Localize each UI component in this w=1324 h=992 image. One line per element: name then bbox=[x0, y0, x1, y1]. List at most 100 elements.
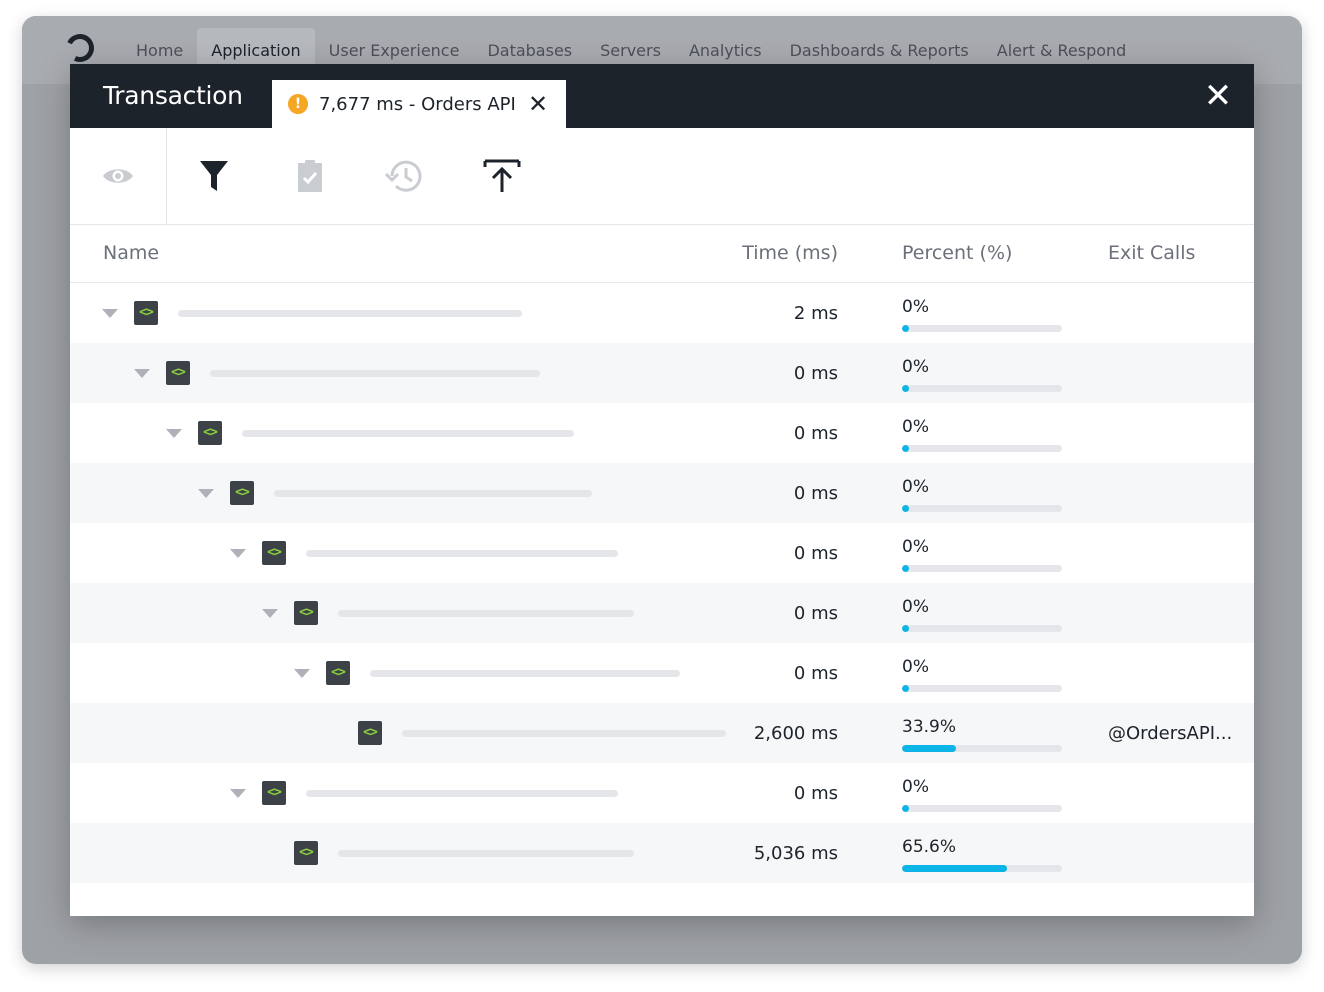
time-value: 0 ms bbox=[793, 663, 838, 684]
toolbar bbox=[70, 128, 1254, 225]
code-icon: <> bbox=[166, 361, 190, 385]
table-header: Name Time (ms) Percent (%) Exit Calls bbox=[70, 225, 1254, 283]
toolbar-divider bbox=[166, 128, 167, 224]
eye-icon[interactable] bbox=[98, 156, 138, 196]
time-value: 0 ms bbox=[793, 423, 838, 444]
name-placeholder-bar bbox=[338, 850, 634, 857]
code-icon: <> bbox=[326, 661, 350, 685]
name-placeholder-bar bbox=[242, 430, 574, 437]
percent-bar bbox=[902, 325, 1062, 332]
percent-bar bbox=[902, 625, 1062, 632]
nav-item-alert-respond[interactable]: Alert & Respond bbox=[996, 41, 1127, 60]
code-icon: <> bbox=[262, 541, 286, 565]
code-icon: <> bbox=[294, 601, 318, 625]
tab-label: 7,677 ms - Orders API bbox=[319, 93, 516, 115]
code-icon: <> bbox=[198, 421, 222, 445]
percent-bar bbox=[902, 505, 1062, 512]
expand-caret-icon[interactable] bbox=[134, 369, 150, 378]
percent-value: 0% bbox=[902, 537, 929, 557]
table-row[interactable]: <> 0 ms 0% bbox=[70, 463, 1254, 523]
percent-bar bbox=[902, 685, 1062, 692]
name-placeholder-bar bbox=[338, 610, 634, 617]
name-placeholder-bar bbox=[210, 370, 540, 377]
name-placeholder-bar bbox=[370, 670, 680, 677]
percent-value: 65.6% bbox=[902, 837, 957, 857]
expand-caret-icon[interactable] bbox=[102, 309, 118, 318]
percent-value: 0% bbox=[902, 477, 929, 497]
percent-bar-fill bbox=[902, 805, 909, 812]
expand-caret-icon[interactable] bbox=[294, 669, 310, 678]
expand-caret-icon[interactable] bbox=[230, 789, 246, 798]
name-placeholder-bar bbox=[402, 730, 726, 737]
percent-value: 0% bbox=[902, 297, 929, 317]
percent-bar bbox=[902, 805, 1062, 812]
history-icon[interactable] bbox=[384, 156, 424, 196]
time-value: 2 ms bbox=[793, 303, 838, 324]
expand-caret-icon[interactable] bbox=[262, 609, 278, 618]
code-icon: <> bbox=[230, 481, 254, 505]
table-row[interactable]: <> 2 ms 0% bbox=[70, 283, 1254, 343]
code-icon: <> bbox=[294, 841, 318, 865]
percent-bar-fill bbox=[902, 445, 909, 452]
name-placeholder-bar bbox=[178, 310, 522, 317]
modal-header: Transaction ! 7,677 ms - Orders API ✕ ✕ bbox=[70, 64, 1254, 128]
table-row[interactable]: <> 5,036 ms 65.6% bbox=[70, 823, 1254, 883]
table-row[interactable]: <> 0 ms 0% bbox=[70, 403, 1254, 463]
percent-value: 0% bbox=[902, 357, 929, 377]
table-row[interactable]: <> 0 ms 0% bbox=[70, 583, 1254, 643]
exit-call-link[interactable]: @OrdersAPI... bbox=[1108, 723, 1233, 744]
name-placeholder-bar bbox=[306, 790, 618, 797]
table-row[interactable]: <> 0 ms 0% bbox=[70, 523, 1254, 583]
expand-caret-icon[interactable] bbox=[230, 549, 246, 558]
column-time[interactable]: Time (ms) bbox=[742, 242, 838, 264]
nav-item-servers[interactable]: Servers bbox=[600, 41, 661, 60]
nav-item-user-experience[interactable]: User Experience bbox=[328, 41, 460, 60]
nav-item-databases[interactable]: Databases bbox=[487, 41, 573, 60]
time-value: 5,036 ms bbox=[753, 843, 838, 864]
transaction-modal: Transaction ! 7,677 ms - Orders API ✕ ✕ bbox=[70, 64, 1254, 916]
percent-bar-fill bbox=[902, 565, 909, 572]
code-icon: <> bbox=[358, 721, 382, 745]
time-value: 0 ms bbox=[793, 363, 838, 384]
percent-bar-fill bbox=[902, 505, 909, 512]
column-exit-calls[interactable]: Exit Calls bbox=[1108, 242, 1196, 264]
tab-close-icon[interactable]: ✕ bbox=[527, 90, 549, 118]
column-name[interactable]: Name bbox=[103, 242, 160, 264]
time-value: 0 ms bbox=[793, 603, 838, 624]
percent-bar-fill bbox=[902, 325, 909, 332]
modal-title: Transaction bbox=[103, 81, 243, 110]
expand-caret-icon[interactable] bbox=[166, 429, 182, 438]
table-row[interactable]: <> 0 ms 0% bbox=[70, 763, 1254, 823]
percent-bar-fill bbox=[902, 385, 909, 392]
percent-bar bbox=[902, 385, 1062, 392]
table-row[interactable]: <> 0 ms 0% bbox=[70, 343, 1254, 403]
name-placeholder-bar bbox=[306, 550, 618, 557]
upload-icon[interactable] bbox=[482, 156, 522, 196]
name-placeholder-bar bbox=[274, 490, 592, 497]
nav-item-dashboards-reports[interactable]: Dashboards & Reports bbox=[789, 41, 969, 60]
nav-menu: Home Application User Experience Databases S… bbox=[122, 28, 1140, 76]
percent-bar bbox=[902, 745, 1062, 752]
percent-bar-fill bbox=[902, 745, 957, 752]
percent-bar bbox=[902, 445, 1062, 452]
percent-value: 0% bbox=[902, 657, 929, 677]
table-row[interactable]: <> 0 ms 0% bbox=[70, 643, 1254, 703]
clipboard-check-icon[interactable] bbox=[290, 156, 330, 196]
time-value: 0 ms bbox=[793, 543, 838, 564]
nav-item-analytics[interactable]: Analytics bbox=[688, 41, 762, 60]
modal-close-icon[interactable]: ✕ bbox=[1203, 76, 1233, 116]
column-percent[interactable]: Percent (%) bbox=[902, 242, 1013, 264]
percent-bar bbox=[902, 865, 1062, 872]
app-logo[interactable] bbox=[62, 30, 98, 66]
time-value: 0 ms bbox=[793, 483, 838, 504]
percent-bar-fill bbox=[902, 625, 909, 632]
table-row[interactable]: <> 2,600 ms 33.9% @OrdersAPI... bbox=[70, 703, 1254, 763]
warning-icon: ! bbox=[288, 94, 308, 114]
tab-orders-api[interactable]: ! 7,677 ms - Orders API ✕ bbox=[272, 80, 566, 128]
percent-value: 33.9% bbox=[902, 717, 957, 737]
time-value: 0 ms bbox=[793, 783, 838, 804]
filter-icon[interactable] bbox=[194, 156, 234, 196]
expand-caret-icon[interactable] bbox=[198, 489, 214, 498]
nav-item-home[interactable]: Home bbox=[136, 41, 184, 60]
code-icon: <> bbox=[262, 781, 286, 805]
